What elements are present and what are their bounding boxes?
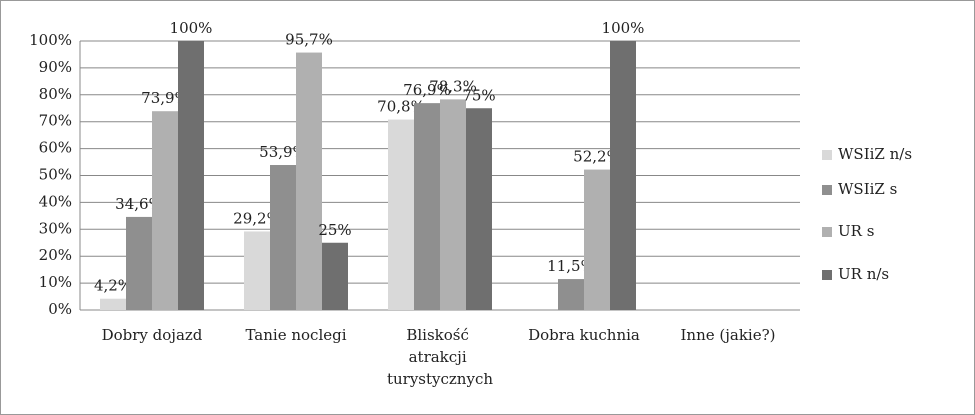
legend-swatch — [822, 270, 832, 280]
legend-label: WSIiZ n/s — [838, 145, 912, 163]
bar — [440, 99, 466, 310]
y-tick-label: 40% — [39, 192, 72, 210]
bar — [296, 52, 322, 310]
x-tick-label: Dobra kuchnia — [528, 326, 640, 344]
bar — [466, 108, 492, 310]
bar — [610, 41, 636, 310]
x-tick-label: Bliskość atrakcji turystycznych — [387, 326, 493, 388]
bar — [244, 231, 270, 310]
data-label: 100% — [170, 19, 213, 37]
data-label: 73,9% — [141, 89, 189, 107]
bar — [100, 298, 126, 310]
y-tick-label: 60% — [39, 139, 72, 157]
data-label: 75% — [462, 86, 495, 104]
data-label: 70,8% — [377, 98, 425, 116]
y-tick-label: 10% — [39, 273, 72, 291]
bar — [178, 41, 204, 310]
data-label: 76,9% — [403, 81, 451, 99]
data-label: 53,9% — [259, 143, 307, 161]
data-label: 100% — [602, 19, 645, 37]
legend-swatch — [822, 227, 832, 237]
data-label: 11,5% — [547, 257, 595, 275]
bar — [270, 165, 296, 310]
x-tick-label: Inne (jakie?) — [681, 326, 776, 344]
y-tick-label: 20% — [39, 246, 72, 264]
bar — [152, 111, 178, 310]
legend-swatch — [822, 150, 832, 160]
bar — [388, 119, 414, 310]
x-tick-label: Tanie noclegi — [245, 326, 346, 344]
bar — [126, 216, 152, 310]
legend-label: WSIiZ s — [838, 180, 897, 198]
data-label: 52,2% — [573, 148, 621, 166]
bar — [322, 242, 348, 310]
legend-label: UR n/s — [838, 265, 889, 283]
y-tick-label: 80% — [39, 85, 72, 103]
bar — [558, 279, 584, 310]
y-tick-label: 90% — [39, 58, 72, 76]
x-tick-label: Dobry dojazd — [102, 326, 203, 344]
y-tick-label: 70% — [39, 112, 72, 130]
data-label: 25% — [318, 221, 351, 239]
data-label: 78,3% — [429, 77, 477, 95]
y-tick-label: 0% — [48, 300, 72, 318]
y-tick-label: 100% — [29, 31, 72, 49]
y-tick-label: 50% — [39, 166, 72, 184]
data-label: 29,2% — [233, 209, 281, 227]
data-label: 4,2% — [94, 277, 132, 295]
legend-label: UR s — [838, 222, 874, 240]
data-label: 34,6% — [115, 195, 163, 213]
legend-swatch — [822, 185, 832, 195]
data-label: 95,7% — [285, 31, 333, 49]
bar — [414, 103, 440, 310]
bar — [584, 169, 610, 310]
y-tick-label: 30% — [39, 219, 72, 237]
